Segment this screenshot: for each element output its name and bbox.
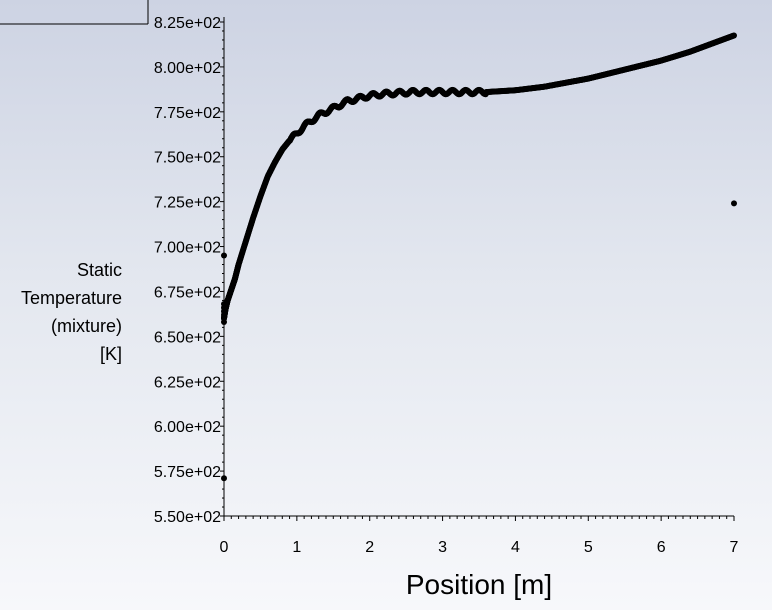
y-tick-label: 7.00e+02 xyxy=(154,240,221,257)
y-tick-label: 7.50e+02 xyxy=(154,150,221,167)
y-axis-title-line-2: Temperature xyxy=(20,288,122,308)
x-axis-title: Position [m] xyxy=(406,569,552,600)
x-tick-label: 5 xyxy=(584,539,593,556)
y-tick-label: 5.50e+02 xyxy=(154,509,221,526)
outlier-point xyxy=(731,200,737,207)
y-axis-title: Static Temperature (mixture) [K] xyxy=(0,256,122,368)
x-tick-label: 7 xyxy=(730,539,739,556)
data-points xyxy=(221,32,737,482)
y-axis-title-line-3: (mixture) xyxy=(51,316,122,336)
outlier-point xyxy=(221,475,227,482)
x-tick-label: 3 xyxy=(438,539,447,556)
data-point xyxy=(221,301,227,308)
x-tick-label: 6 xyxy=(657,539,666,556)
y-tick-label: 7.25e+02 xyxy=(154,195,221,212)
y-axis-title-line-1: Static xyxy=(76,260,122,280)
tick-marks xyxy=(220,21,735,521)
x-tick-label: 1 xyxy=(292,539,301,556)
y-tick-label: 6.75e+02 xyxy=(154,284,221,301)
y-tick-label: 6.00e+02 xyxy=(154,419,221,436)
y-tick-labels: 5.50e+02 5.75e+02 6.00e+02 6.25e+02 6.50e+02… xyxy=(154,15,221,526)
y-tick-label: 8.00e+02 xyxy=(154,60,221,77)
x-tick-labels: 0 1 2 3 4 5 6 7 xyxy=(220,539,739,556)
x-tick-label: 4 xyxy=(511,539,520,556)
y-tick-label: 6.50e+02 xyxy=(154,329,221,346)
y-tick-label: 7.75e+02 xyxy=(154,105,221,122)
data-point xyxy=(731,32,737,39)
y-tick-label: 5.75e+02 xyxy=(154,464,221,481)
y-tick-label: 8.25e+02 xyxy=(154,15,221,32)
outlier-point xyxy=(221,252,227,259)
x-tick-label: 2 xyxy=(365,539,374,556)
y-axis-title-line-4: [K] xyxy=(99,344,122,364)
x-tick-label: 0 xyxy=(220,539,229,556)
y-tick-label: 6.25e+02 xyxy=(154,374,221,391)
